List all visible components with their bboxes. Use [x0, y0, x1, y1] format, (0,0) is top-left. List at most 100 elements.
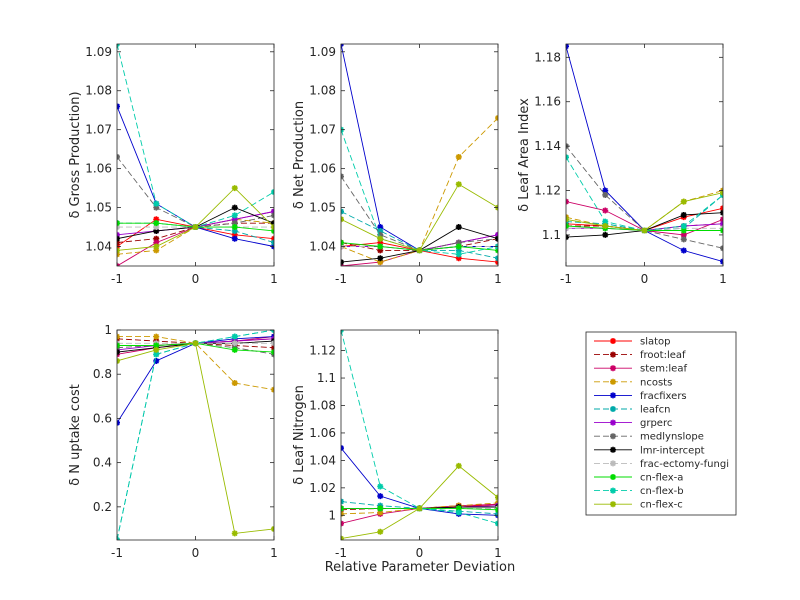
data-point-ncosts-1-dot — [154, 334, 159, 339]
data-point-cn-flex-b-3-dot — [681, 224, 686, 228]
y-tick-label: 1.06 — [85, 162, 112, 176]
series-line-frac-ectomy-fungi — [566, 227, 723, 231]
legend-label: leafcn — [640, 405, 670, 416]
legend-entry-slatop: slatop — [594, 337, 671, 348]
data-point-cn-flex-b-4-dot — [272, 330, 274, 332]
data-point-ncosts-3-dot — [232, 381, 237, 385]
data-point-stem-leaf-4-dot — [721, 217, 723, 222]
legend-label: cn-flex-a — [640, 473, 683, 484]
data-point-leafcn-4-dot — [272, 240, 274, 245]
y-tick-label: 0.8 — [93, 367, 112, 381]
data-point-cn-flex-a-3-dot — [232, 225, 237, 229]
y-tick-label: 1.14 — [534, 139, 561, 153]
data-point-cn-flex-c-4-dot — [272, 225, 274, 229]
y-tick-label: 1.1 — [317, 371, 336, 385]
legend-label: stem:leaf — [640, 364, 687, 375]
data-point-cn-flex-c-3-dot — [456, 464, 461, 468]
data-point-lmr-intercept-0-dot — [117, 350, 119, 354]
data-point-fracfixers-0-dot — [341, 446, 343, 450]
legend-entry-grperc: grperc — [594, 418, 672, 429]
data-point-cn-flex-a-1-dot — [154, 221, 159, 225]
data-point-cn-flex-b-1-dot — [154, 352, 159, 357]
data-point-leafcn-1-dot — [378, 229, 383, 233]
y-tick-label: 1.06 — [309, 162, 336, 176]
data-point-cn-flex-c-2-dot — [417, 248, 422, 253]
data-point-leafcn-0-dot — [341, 209, 343, 214]
x-tick-label: 0 — [192, 546, 200, 560]
data-point-ncosts-1-dot — [154, 248, 159, 253]
data-point-cn-flex-c-0-dot — [117, 248, 119, 253]
legend-label: medlynslope — [640, 432, 704, 443]
legend-marker-dot — [611, 352, 615, 357]
legend-label: cn-flex-c — [640, 500, 683, 511]
data-point-cn-flex-b-0-dot — [341, 330, 343, 332]
data-point-cn-flex-c-0-dot — [117, 359, 119, 363]
data-point-cn-flex-c-3-dot — [232, 186, 237, 190]
legend-entry-froot-leaf: froot:leaf — [594, 350, 686, 361]
legend-marker-dot — [611, 461, 615, 466]
data-point-cn-flex-c-4-dot — [496, 495, 498, 500]
data-point-fracfixers-3-dot — [681, 248, 686, 253]
data-point-froot-leaf-4-dot — [272, 345, 274, 350]
data-point-cn-flex-b-3-dot — [232, 213, 237, 218]
legend-label: slatop — [640, 337, 671, 348]
data-point-cn-flex-c-3-dot — [232, 531, 237, 536]
data-point-slatop-3-dot — [232, 233, 237, 237]
data-point-grperc-4-dot — [721, 222, 723, 226]
x-tick-label: 0 — [416, 272, 424, 286]
y-tick-label: 1.16 — [534, 95, 561, 109]
panel-3: -1 0 1 1.1 1.12 1.14 1.16 1.18 δ Leaf Area Index — [517, 43, 727, 286]
data-point-cn-flex-a-4-dot — [721, 228, 723, 233]
chart-panels: -1 0 1 1.04 1.05 1.06 1.07 1.08 1.09 δ Gross Prod… — [68, 43, 727, 560]
data-point-leafcn-4-dot — [496, 512, 498, 516]
legend-entry-cn-flex-b: cn-flex-b — [594, 486, 684, 497]
data-point-stem-leaf-0-dot — [566, 199, 568, 204]
data-point-froot-leaf-1-dot — [378, 248, 383, 253]
data-point-cn-flex-c-4-dot — [272, 527, 274, 531]
data-point-cn-flex-b-0-dot — [566, 155, 568, 160]
data-point-cn-flex-c-2-dot — [193, 341, 198, 346]
y-tick-label: 1.08 — [85, 84, 112, 98]
y-tick-label: 1.07 — [85, 123, 112, 137]
series-line-frac-ectomy-fungi — [341, 246, 498, 251]
series-group — [341, 330, 498, 540]
x-tick-label: -1 — [111, 546, 123, 560]
legend-label: grperc — [640, 418, 672, 429]
series-line-leafcn — [566, 194, 723, 231]
legend-entry-lmr-intercept: lmr-intercept — [594, 445, 705, 456]
y-axis-label: δ Leaf Nitrogen — [292, 385, 307, 485]
y-tick-label: 1.05 — [309, 201, 336, 215]
plot-area — [341, 44, 498, 266]
data-point-cn-flex-b-3-dot — [232, 334, 237, 339]
data-point-medlynslope-4-dot — [272, 213, 274, 218]
data-point-cn-flex-c-0-dot — [341, 536, 343, 540]
data-point-lmr-intercept-0-dot — [566, 235, 568, 239]
data-point-cn-flex-a-1-dot — [154, 343, 159, 348]
x-tick-label: 0 — [641, 272, 649, 286]
data-point-cn-flex-a-0-dot — [117, 221, 119, 225]
data-point-medlynslope-3-dot — [681, 237, 686, 242]
data-point-ncosts-0-dot — [117, 334, 119, 339]
x-tick-label: 0 — [192, 272, 200, 286]
data-point-cn-flex-b-4-dot — [272, 190, 274, 194]
series-line-ncosts — [341, 502, 498, 515]
legend-marker-dot — [611, 502, 615, 507]
series-line-medlynslope — [566, 145, 723, 249]
y-axis-label: δ Gross Production) — [68, 91, 83, 218]
data-point-grperc-3-dot — [232, 217, 237, 222]
data-point-cn-flex-c-1-dot — [603, 224, 608, 228]
panel-2: -1 0 1 1.04 1.05 1.06 1.07 1.08 1.09 δ Net Produc… — [292, 43, 502, 286]
y-tick-label: 1.12 — [309, 344, 336, 358]
data-point-ncosts-1-dot — [378, 510, 383, 515]
data-point-cn-flex-a-3-dot — [681, 228, 686, 233]
data-point-medlynslope-0-dot — [341, 174, 343, 179]
data-point-cn-flex-c-0-dot — [341, 217, 343, 222]
data-point-lmr-intercept-3-dot — [456, 225, 461, 229]
data-point-fracfixers-1-dot — [378, 225, 383, 229]
data-point-cn-flex-a-0-dot — [341, 240, 343, 245]
data-point-medlynslope-1-dot — [154, 205, 159, 210]
data-point-lmr-intercept-1-dot — [154, 229, 159, 233]
series-group — [117, 330, 274, 540]
data-point-stem-leaf-1-dot — [603, 208, 608, 213]
data-point-cn-flex-b-3-dot — [456, 252, 461, 257]
